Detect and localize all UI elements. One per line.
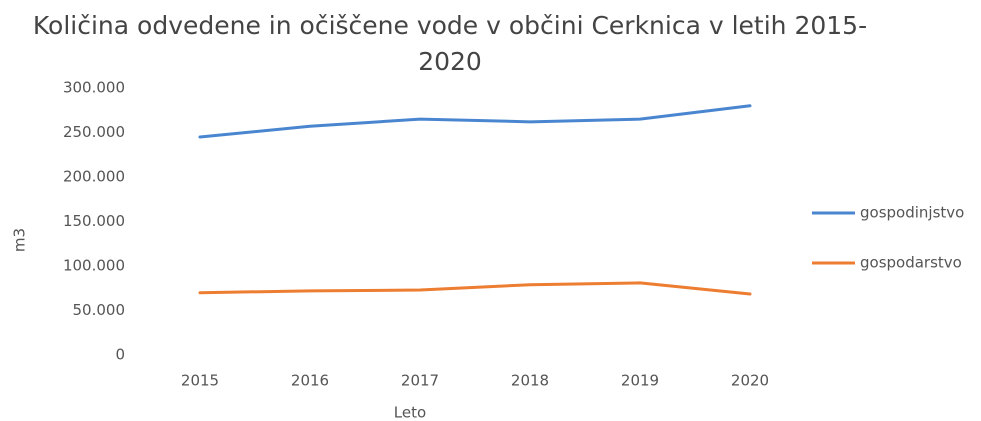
y-tick-label: 250.000 (63, 123, 125, 141)
legend-label: gospodarstvo (860, 254, 962, 272)
data-line (198, 104, 752, 139)
y-tick-label: 100.000 (63, 257, 125, 275)
x-tick-label: 2017 (401, 372, 439, 390)
legend-label: gospodinjstvo (860, 204, 964, 222)
y-axis-label: m3 (11, 228, 29, 252)
y-tick-label: 200.000 (63, 168, 125, 186)
x-tick-label: 2020 (731, 372, 769, 390)
x-axis-label: Leto (394, 404, 426, 421)
y-tick-label: 150.000 (63, 212, 125, 230)
x-tick-label: 2019 (621, 372, 659, 390)
x-tick-label: 2018 (511, 372, 549, 390)
data-line (198, 281, 752, 296)
x-tick-label: 2015 (181, 372, 219, 390)
y-tick-label: 0 (115, 346, 125, 364)
y-tick-label: 300.000 (63, 79, 125, 97)
chart-title: Količina odvedene in očiščene vode v obč… (32, 11, 868, 76)
y-tick-label: 50.000 (73, 301, 126, 319)
x-tick-label: 2016 (291, 372, 329, 390)
